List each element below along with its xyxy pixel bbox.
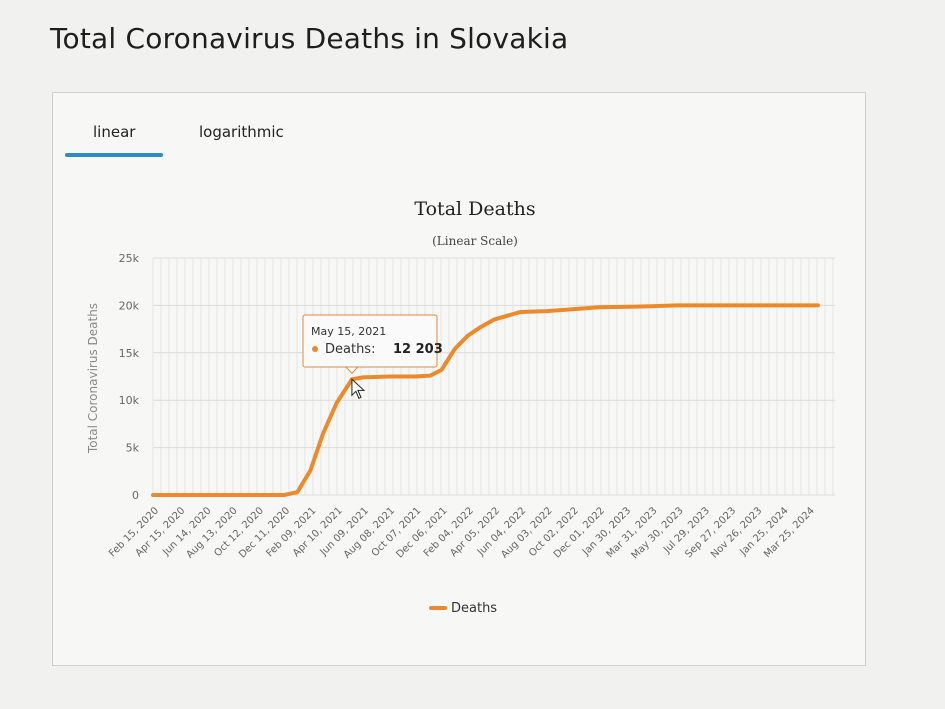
y-tick-label: 15k — [119, 347, 140, 360]
y-tick-label: 20k — [119, 299, 140, 312]
active-tab-indicator — [65, 153, 163, 157]
y-tick-label: 5k — [126, 442, 140, 455]
tab-logarithmic[interactable]: logarithmic — [199, 123, 284, 141]
page-title: Total Coronavirus Deaths in Slovakia — [50, 22, 569, 55]
chart-subtitle: (Linear Scale) — [432, 234, 518, 248]
legend-label-deaths: Deaths — [451, 601, 497, 616]
tooltip-date: May 15, 2021 — [311, 325, 386, 338]
tooltip-value: 12 203 — [393, 342, 443, 357]
chart-title: Total Deaths — [414, 198, 535, 220]
tooltip-series-dot — [312, 346, 318, 352]
chart-panel: linear logarithmic 0 5k 10k 15k 20k 25k Total … — [52, 92, 866, 666]
tooltip-box — [302, 314, 438, 368]
y-axis-label: Total Coronavirus Deaths — [86, 303, 100, 454]
tooltip-label: Deaths: — [325, 342, 375, 357]
y-tick-label: 10k — [119, 394, 140, 407]
line-chart: 0 5k 10k 15k 20k 25k Total Deaths (Linear Scale… — [86, 198, 835, 616]
tab-linear[interactable]: linear — [93, 123, 136, 141]
y-tick-label: 0 — [132, 489, 139, 502]
tooltip-pointer — [344, 366, 360, 375]
y-tick-label: 25k — [119, 252, 140, 265]
mouse-cursor-icon — [351, 378, 366, 400]
series-line-deaths — [151, 303, 820, 497]
